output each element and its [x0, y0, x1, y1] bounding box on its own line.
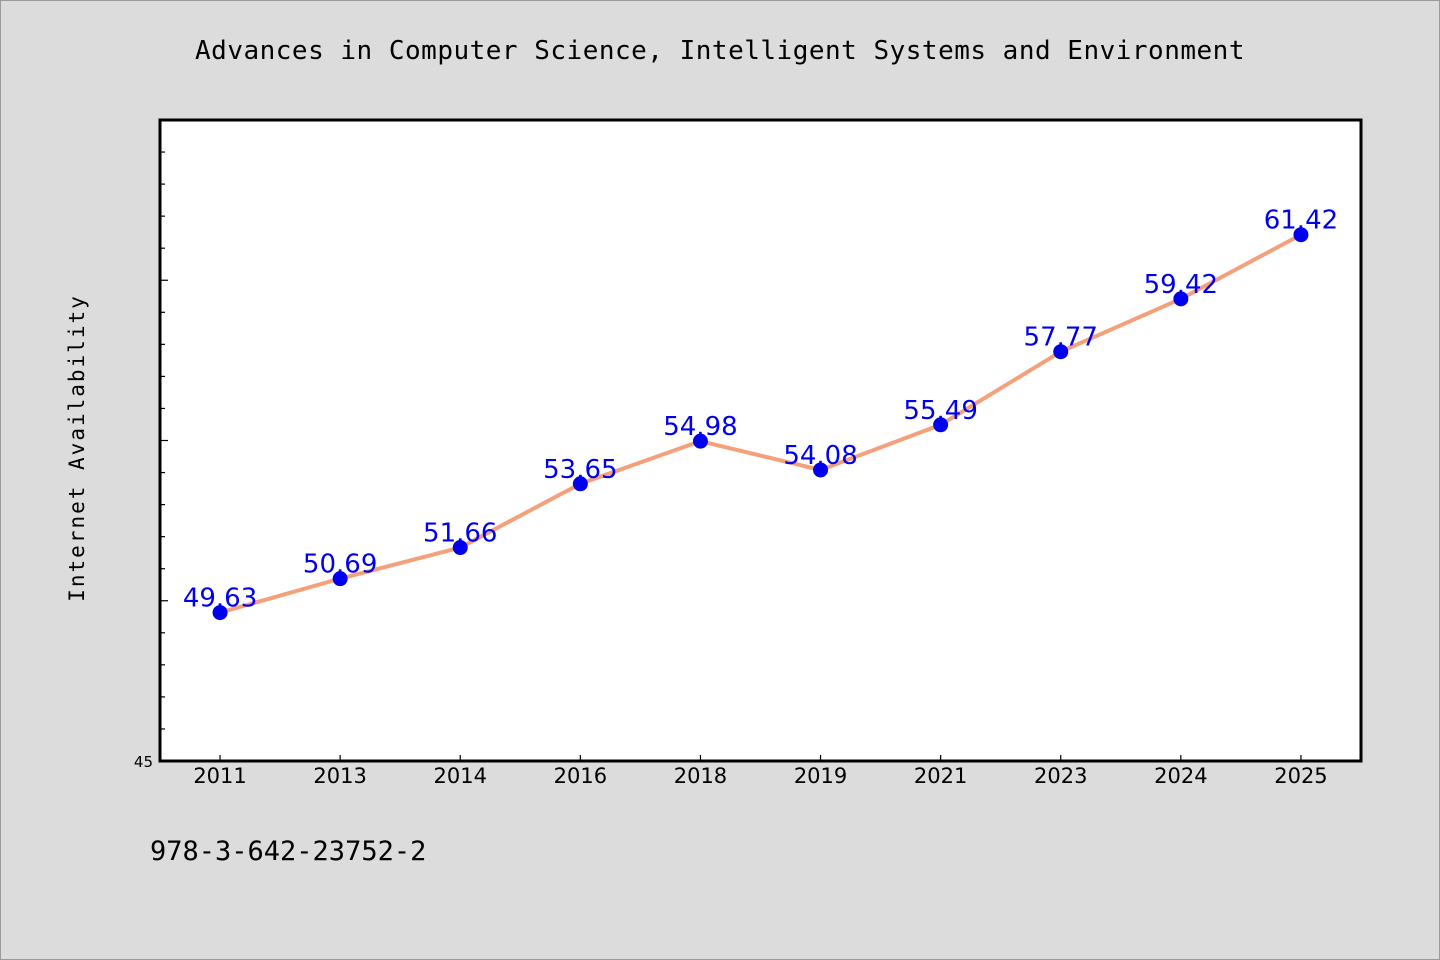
x-tick-label: 2024: [1154, 764, 1207, 788]
x-tick-label: 2025: [1274, 764, 1327, 788]
x-tick-label: 2014: [434, 764, 487, 788]
x-tick-label: 2016: [554, 764, 607, 788]
data-point: [1053, 344, 1069, 360]
data-label: 57.77: [1024, 323, 1098, 353]
data-point: [212, 605, 228, 621]
chart-title: Advances in Computer Science, Intelligen…: [195, 36, 1245, 66]
data-point: [332, 571, 348, 587]
x-tick-label: 2021: [914, 764, 967, 788]
data-label: 54.08: [783, 441, 857, 471]
data-label: 61.42: [1264, 206, 1338, 236]
series-line: [218, 232, 1303, 615]
data-label: 50.69: [303, 550, 377, 580]
data-point: [813, 462, 829, 478]
data-label: 51.66: [423, 519, 497, 549]
data-point: [933, 417, 949, 433]
footer-code: 978-3-642-23752-2: [150, 836, 427, 867]
data-point: [692, 433, 708, 449]
x-axis-ticks: 2011 2013 2014 2016 2018 2019 2021 2023 2024 2025: [193, 755, 1328, 788]
data-label: 59.42: [1144, 270, 1218, 300]
plot-background: [160, 120, 1361, 761]
data-label: 55.49: [903, 396, 977, 426]
x-tick-label: 2018: [674, 764, 727, 788]
data-label: 49.63: [183, 584, 257, 614]
data-point: [1173, 291, 1189, 307]
data-point: [572, 476, 588, 492]
x-tick-label: 2019: [794, 764, 847, 788]
x-tick-label: 2011: [193, 764, 246, 788]
x-tick-label: 2013: [313, 764, 366, 788]
data-label: 53.65: [543, 455, 617, 485]
x-tick-label: 2023: [1034, 764, 1087, 788]
series-markers: [212, 227, 1309, 621]
data-label: 54.98: [663, 412, 737, 442]
data-labels: 49.63 50.69 51.66 53.65 54.98 54.08 55.49 57.77…: [183, 206, 1338, 614]
series-line-group: [218, 232, 1303, 615]
y-tick-label: 45: [134, 753, 153, 771]
data-point: [1293, 227, 1309, 243]
data-point: [452, 540, 468, 556]
plot-border: [158, 118, 1363, 763]
